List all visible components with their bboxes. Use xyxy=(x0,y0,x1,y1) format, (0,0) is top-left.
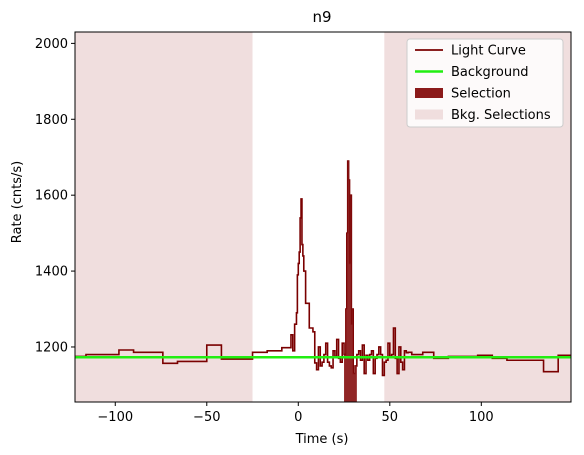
legend: Light Curve Background Selection Bkg. Selec… xyxy=(406,38,564,128)
y-tick-label-1800: 1800 xyxy=(35,113,68,128)
y-tick-label-1200: 1200 xyxy=(35,340,68,355)
y-tick-label-1600: 1600 xyxy=(35,189,68,204)
chart-title: n9 xyxy=(312,8,331,26)
legend-box xyxy=(406,38,564,128)
x-tick-label-100: 100 xyxy=(469,410,494,425)
y-tick-label-1400: 1400 xyxy=(35,265,68,280)
x-tick-label--50: −50 xyxy=(193,410,220,425)
axes: −100 −50 0 50 100 1200 1400 1600 1800 2000 xyxy=(35,31,572,425)
x-axis-label: Time (s) xyxy=(295,432,349,447)
legend-label-2: Background xyxy=(451,65,529,80)
bkg-selection-band-1 xyxy=(75,32,253,402)
legend-swatch-3 xyxy=(415,88,443,98)
legend-label-3: Selection xyxy=(451,87,511,102)
y-tick-label-2000: 2000 xyxy=(35,37,68,52)
legend-label-4: Bkg. Selections xyxy=(451,108,551,123)
x-tick-label-0: 0 xyxy=(294,410,302,425)
x-tick-label--100: −100 xyxy=(97,410,133,425)
x-tick-label-50: 50 xyxy=(382,410,399,425)
selection-area xyxy=(344,161,357,402)
y-axis-label: Rate (cnts/s) xyxy=(10,161,25,244)
legend-label-1: Light Curve xyxy=(451,44,526,59)
plot-frame xyxy=(74,31,572,403)
legend-swatch-4 xyxy=(415,109,443,120)
